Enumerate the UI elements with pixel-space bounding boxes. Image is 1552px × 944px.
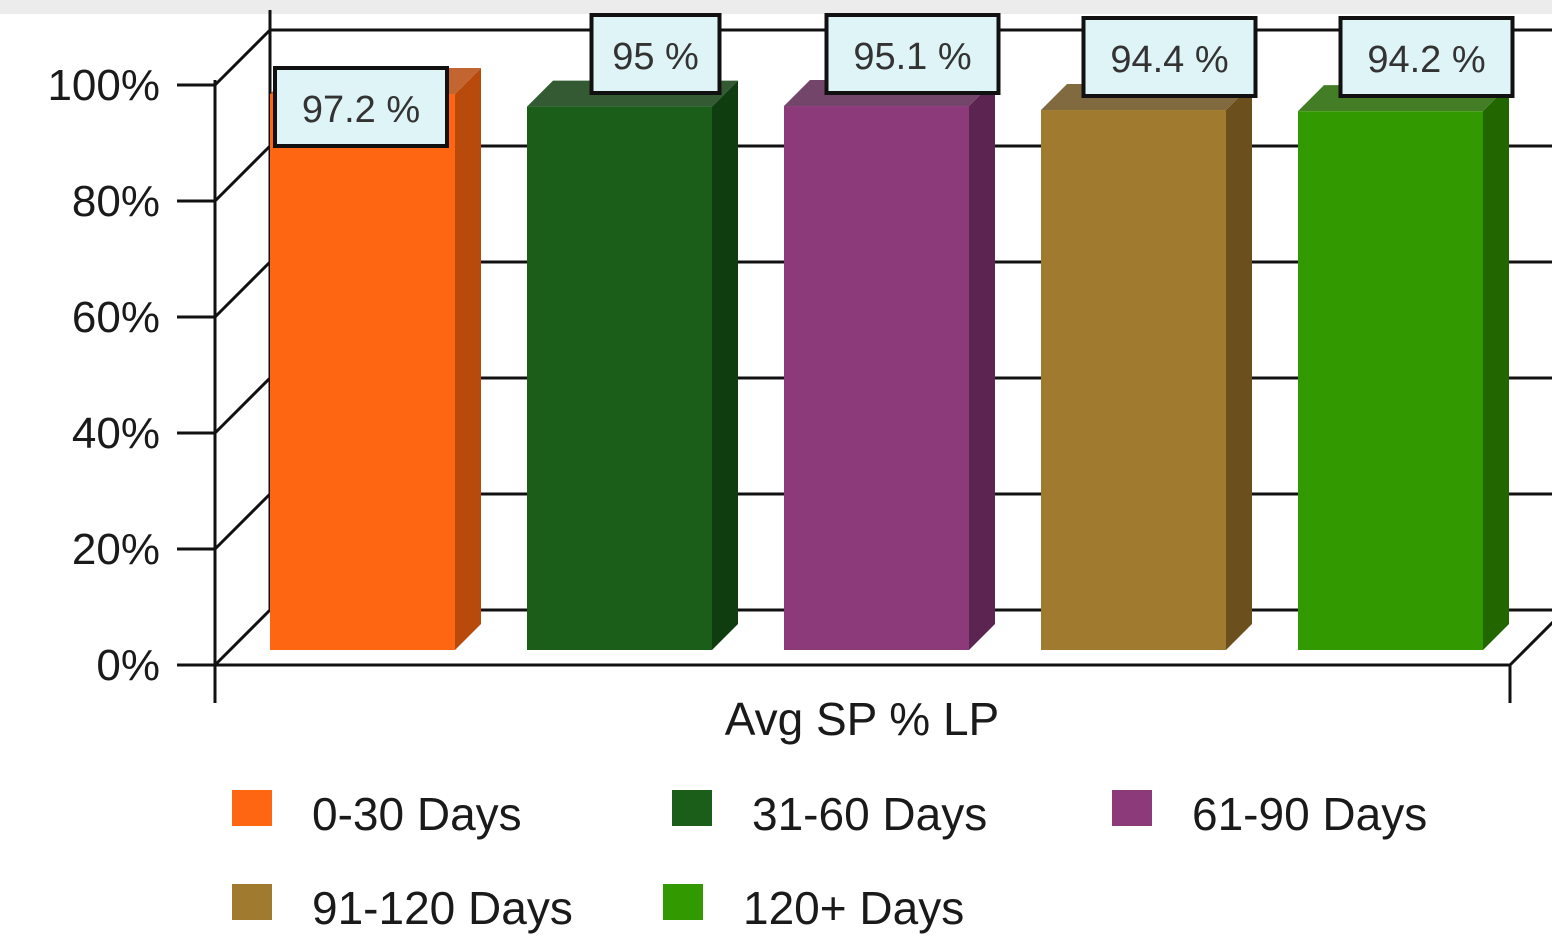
bar-91-120-days bbox=[1041, 84, 1252, 651]
side-gridline-0pct bbox=[213, 608, 272, 667]
side-gridline-40pct bbox=[213, 376, 272, 435]
data-label-text: 94.4 % bbox=[1110, 39, 1228, 81]
legend-swatch bbox=[663, 884, 703, 920]
bar-front-face bbox=[784, 106, 969, 650]
data-label-box: 95 % bbox=[589, 13, 722, 95]
y-tick-label: 20% bbox=[72, 525, 160, 574]
y-tick-label: 60% bbox=[72, 293, 160, 342]
data-label-bg bbox=[589, 13, 722, 95]
legend-label: 61-90 Days bbox=[1192, 788, 1427, 840]
data-label-box: 94.4 % bbox=[1081, 16, 1258, 98]
bar-side-face bbox=[1226, 84, 1252, 651]
bar-61-90-days bbox=[784, 80, 995, 650]
side-gridline-80pct bbox=[213, 144, 272, 203]
legend-item-0-30-days: 0-30 Days bbox=[232, 788, 522, 840]
legend-label: 91-120 Days bbox=[312, 882, 573, 934]
axis-layer: 0% 20% 40% 60% 80% 100% bbox=[47, 61, 1552, 703]
x-axis-title: Avg SP % LP bbox=[725, 693, 999, 745]
legend: 0-30 Days 31-60 Days 61-90 Days 91-120 Days… bbox=[232, 788, 1427, 934]
y-tick-label: 100% bbox=[47, 61, 160, 110]
bar-layer bbox=[270, 68, 1509, 651]
bar-front-face bbox=[527, 106, 712, 651]
legend-item-61-90-days: 61-90 Days bbox=[1112, 788, 1427, 840]
bar-31-60-days bbox=[527, 80, 738, 651]
data-label-box: 94.2 % bbox=[1338, 16, 1515, 98]
legend-label: 0-30 Days bbox=[312, 788, 522, 840]
bar-side-face bbox=[969, 80, 995, 650]
y-tick-label: 80% bbox=[72, 177, 160, 226]
legend-label: 120+ Days bbox=[743, 882, 964, 934]
data-label-text: 95 % bbox=[612, 36, 699, 78]
side-gridline-20pct bbox=[213, 492, 272, 551]
data-label-layer: 97.2 % 95 % 95.1 % 94.4 % 94.2 % bbox=[273, 13, 1515, 148]
y-tick-label: 40% bbox=[72, 409, 160, 458]
legend-item-31-60-days: 31-60 Days bbox=[672, 788, 987, 840]
data-label-bg bbox=[273, 66, 449, 148]
legend-swatch bbox=[672, 790, 712, 826]
legend-swatch bbox=[232, 884, 272, 920]
bar-120-days bbox=[1298, 85, 1509, 650]
side-gridline-60pct bbox=[213, 260, 272, 319]
legend-label: 31-60 Days bbox=[752, 788, 987, 840]
bar-front-face bbox=[1298, 111, 1483, 650]
legend-swatch bbox=[1112, 790, 1152, 826]
bar-side-face bbox=[455, 68, 481, 651]
floor-right-edge bbox=[1508, 620, 1552, 667]
legend-swatch bbox=[232, 790, 272, 826]
legend-item-91-120-days: 91-120 Days bbox=[232, 882, 573, 934]
data-label-text: 94.2 % bbox=[1367, 39, 1485, 81]
bar-side-face bbox=[1483, 85, 1509, 650]
data-label-box: 97.2 % bbox=[273, 66, 449, 148]
bar-front-face bbox=[270, 94, 455, 651]
y-tick-label: 0% bbox=[96, 641, 160, 690]
data-label-text: 95.1 % bbox=[853, 36, 971, 78]
side-gridline-100pct bbox=[213, 28, 272, 87]
top-strip bbox=[0, 0, 1552, 14]
bar-front-face bbox=[1041, 110, 1226, 651]
data-label-bg bbox=[1338, 16, 1515, 98]
data-label-text: 97.2 % bbox=[302, 89, 420, 131]
legend-item-120-days: 120+ Days bbox=[663, 882, 964, 934]
bar-side-face bbox=[712, 80, 738, 651]
data-label-box: 95.1 % bbox=[824, 13, 1001, 95]
data-label-bg bbox=[1081, 16, 1258, 98]
data-label-bg bbox=[824, 13, 1001, 95]
bar-0-30-days bbox=[270, 68, 481, 651]
